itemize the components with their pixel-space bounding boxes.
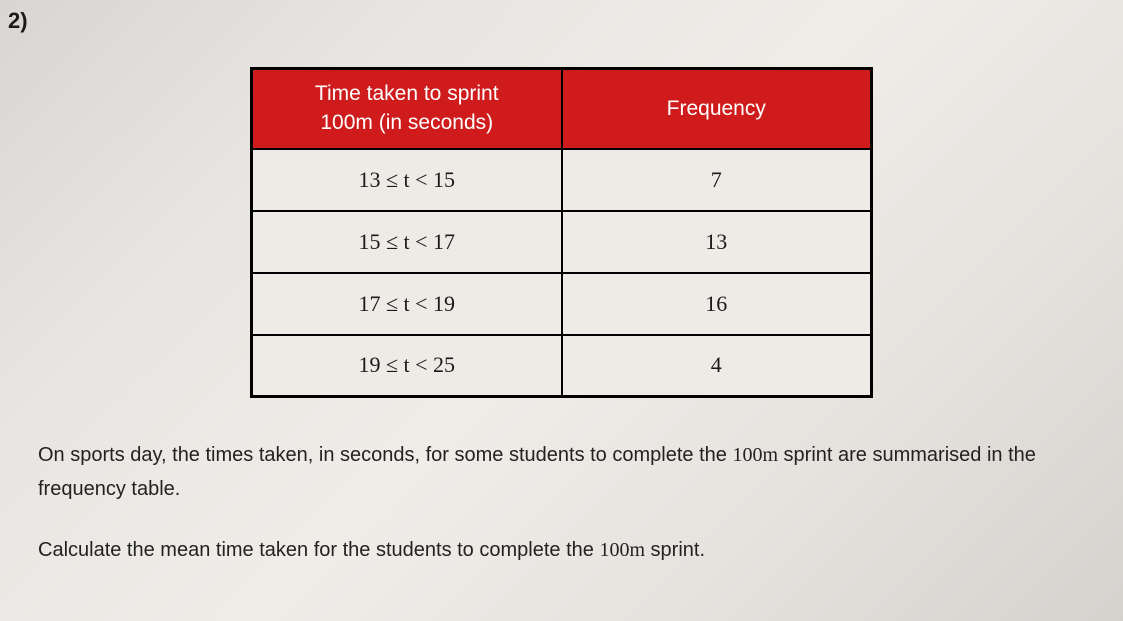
- table-row: 19 ≤ t < 25 4: [252, 335, 872, 397]
- table-row: 15 ≤ t < 17 13: [252, 211, 872, 273]
- problem-description: On sports day, the times taken, in secon…: [38, 438, 1085, 506]
- column-header-frequency-label: Frequency: [667, 97, 766, 120]
- frequency-cell: 16: [562, 273, 872, 335]
- time-cell: 19 ≤ t < 25: [252, 335, 562, 397]
- column-header-time-line1: Time taken to sprint: [315, 82, 499, 105]
- instruction-distance: 100m: [599, 539, 645, 561]
- table-row: 13 ≤ t < 15 7: [252, 149, 872, 211]
- frequency-cell: 4: [562, 335, 872, 397]
- column-header-time-line2: 100m (in seconds): [320, 111, 493, 134]
- instruction-text-pre: Calculate the mean time taken for the st…: [38, 539, 599, 561]
- question-number: 2): [8, 8, 28, 34]
- table-row: 17 ≤ t < 19 16: [252, 273, 872, 335]
- description-text-pre: On sports day, the times taken, in secon…: [38, 444, 732, 466]
- time-cell: 13 ≤ t < 15: [252, 149, 562, 211]
- time-cell: 17 ≤ t < 19: [252, 273, 562, 335]
- frequency-cell: 13: [562, 211, 872, 273]
- column-header-frequency: Frequency: [562, 69, 872, 149]
- frequency-table: Time taken to sprint 100m (in seconds) F…: [250, 67, 873, 398]
- instruction-text-post: sprint.: [645, 539, 705, 561]
- problem-instruction: Calculate the mean time taken for the st…: [38, 534, 1085, 566]
- frequency-table-wrapper: Time taken to sprint 100m (in seconds) F…: [30, 67, 1093, 398]
- frequency-cell: 7: [562, 149, 872, 211]
- description-distance: 100m: [732, 444, 778, 466]
- time-cell: 15 ≤ t < 17: [252, 211, 562, 273]
- column-header-time: Time taken to sprint 100m (in seconds): [252, 69, 562, 149]
- table-header-row: Time taken to sprint 100m (in seconds) F…: [252, 69, 872, 149]
